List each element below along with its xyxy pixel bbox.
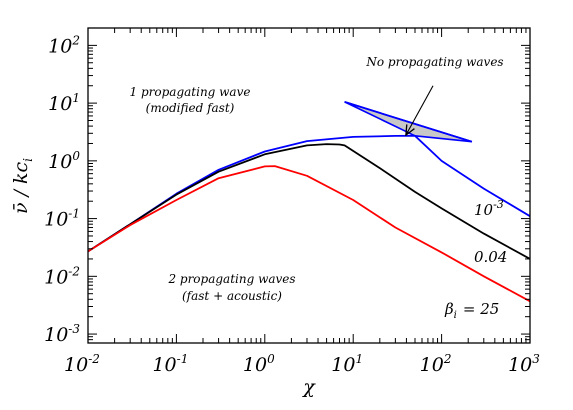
x-tick-label: 101 bbox=[331, 352, 363, 376]
curve-label-blue: 10-3 bbox=[474, 198, 504, 219]
y-axis-label-group: ν̄ / kci bbox=[10, 158, 35, 214]
curve-label-blue-base: 10 bbox=[474, 201, 494, 219]
annotation-two-waves-line2: (fast + acoustic) bbox=[182, 289, 282, 303]
y-tick-label: 10-3 bbox=[44, 322, 80, 346]
y-tick-label: 102 bbox=[48, 33, 80, 57]
curve-label-red-text: = 25 bbox=[463, 300, 499, 318]
series-line-1 bbox=[88, 143, 530, 260]
x-tick-label: 102 bbox=[420, 352, 452, 376]
x-tick-label: 10-2 bbox=[64, 352, 100, 376]
series-line-2 bbox=[88, 165, 530, 303]
y-axis-label-sub: i bbox=[21, 158, 35, 162]
curve-label-red-sub: i bbox=[454, 310, 457, 321]
annotation-arrow bbox=[406, 85, 434, 134]
curve-label-blue-exp: -3 bbox=[493, 198, 504, 211]
arrow-layer bbox=[406, 85, 434, 134]
y-tick-label: 101 bbox=[48, 91, 80, 115]
annotation-no-waves: No propagating waves bbox=[365, 55, 503, 69]
x-tick-label: 100 bbox=[243, 352, 275, 376]
tick-label-layer: 10-2 10-1 100 101 102 103 10-3 10-2 10-1 100 101 10… bbox=[44, 33, 540, 376]
series-layer bbox=[88, 101, 530, 303]
y-tick-label: 100 bbox=[48, 149, 80, 173]
curve-label-black: 0.04 bbox=[474, 248, 507, 266]
annotation-one-wave-line1: 1 propagating wave bbox=[130, 85, 251, 99]
y-tick-label: 10-2 bbox=[44, 264, 80, 288]
y-tick-label: 10-1 bbox=[44, 207, 80, 231]
x-tick-label: 103 bbox=[508, 352, 540, 376]
svg-text:ν̄ / kci: ν̄ / kci bbox=[10, 158, 35, 214]
y-axis-label: ν̄ / kc bbox=[10, 161, 32, 214]
curve-label-red: βi = 25 bbox=[444, 300, 499, 321]
x-axis-label: χ bbox=[301, 376, 316, 398]
tick-layer bbox=[87, 27, 531, 344]
annotation-one-wave-line2: (modified fast) bbox=[146, 101, 235, 115]
curve-label-red-prefix: β bbox=[444, 300, 454, 318]
x-tick-label: 10-1 bbox=[152, 352, 188, 376]
series-line-0 bbox=[88, 134, 530, 253]
series-line-3 bbox=[344, 101, 473, 143]
annotation-two-waves-line1: 2 propagating waves bbox=[167, 272, 295, 286]
plot-frame bbox=[87, 27, 531, 344]
